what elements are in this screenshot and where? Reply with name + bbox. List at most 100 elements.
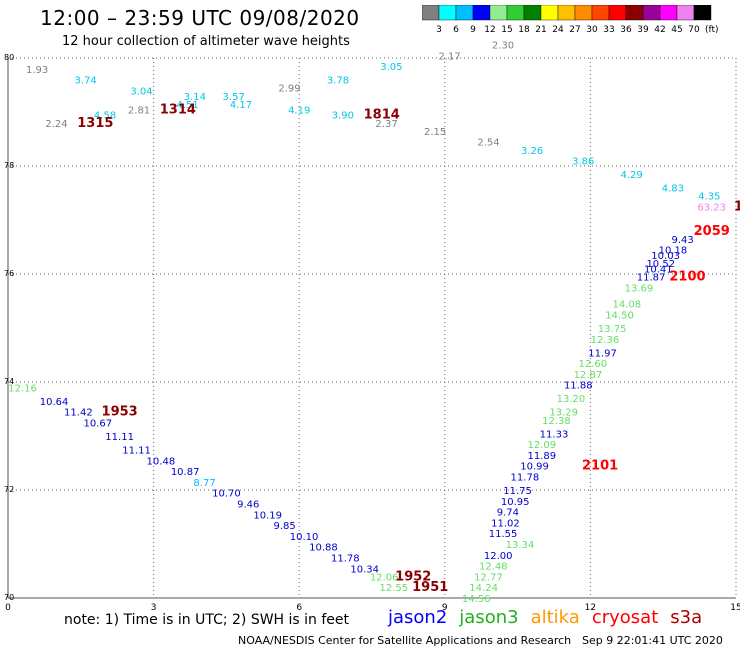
wave-height-label: 11.97 [588,348,617,359]
wave-height-chart: 0 3 6 9 12 15 70 72 74 76 78 80 1.93 3.74 3.04 3.144.51… [4,41,740,611]
colorbar-tick-label: 6 [453,25,459,35]
wave-height-label: 2.30 [492,41,514,52]
x-tick-label: 12 [585,603,596,610]
wave-height-label: 4.29 [621,170,643,181]
wave-height-label: 13.20 [557,394,586,405]
wave-height-label: 11.11 [122,446,151,457]
wave-height-label: 2.15 [424,127,446,138]
y-tick-label: 76 [4,269,14,278]
wave-height-label: 12.16 [8,383,37,394]
color-scale-bar: 3 6 9 12 15 18 21 24 27 30 33 36 39 42 45 70 (ft) [422,5,719,35]
wave-height-label: 11.42 [64,408,93,419]
wave-height-label: 4.17 [230,100,252,111]
pass-time-label: 1814 [364,108,400,123]
wave-height-label: 10.87 [171,467,200,478]
colorbar-tick-label: 18 [518,25,530,35]
wave-height-label: 11.78 [331,554,360,565]
wave-height-label: 12.48 [479,562,508,573]
wave-height-label: 11.87 [637,273,666,284]
colorbar-unit-label: (ft) [705,25,719,35]
legend-item-altika: altika [530,607,580,628]
wave-height-label: 3.04 [130,86,152,97]
colorbar-tick-label: 9 [470,25,476,35]
footer-note: note: 1) Time is in UTC; 2) SWH is in fe… [64,612,350,628]
wave-height-label: 12.55 [380,583,409,594]
wave-height-label: 11.88 [564,381,593,392]
colorbar-swatch [693,5,712,21]
wave-height-label: 14.56 [462,594,491,605]
wave-height-label: 8.77 [193,478,215,489]
wave-height-label: 2.81 [128,105,150,116]
colorbar-tick-label: 30 [586,25,598,35]
wave-height-label: 10.41 [644,265,673,276]
wave-height-label: 14.50 [605,311,634,322]
wave-height-label: 10.03 [651,251,680,262]
wave-height-label: 11.75 [503,486,532,497]
wave-height-label: 10.70 [212,489,241,500]
y-tick-label: 72 [4,485,14,494]
wave-height-label: 10.67 [83,419,112,430]
wave-height-label: 4.83 [662,184,684,195]
pass-time-label: 1314 [160,102,196,117]
wave-height-label: 10.48 [147,456,176,467]
pass-time-label: 2100 [669,270,705,285]
colorbar-tick-label: 27 [569,25,580,35]
wave-height-label: 1.93 [26,65,48,76]
x-tick-label: 15 [730,603,740,610]
legend-item-jason2: jason2 [388,607,448,628]
wave-height-label: 3.74 [75,76,97,87]
wave-height-label: 10.34 [350,564,379,575]
x-tick-label: 3 [151,603,157,610]
wave-height-label: 12.36 [591,335,620,346]
wave-height-label: 4.51 [176,100,198,111]
pass-time-label: 2059 [694,224,730,239]
wave-height-label: 3.57 [223,92,245,103]
wave-height-label: 9.43 [671,235,693,246]
wave-height-label: 3.78 [327,76,349,87]
legend-item-s3a: s3a [670,607,703,628]
wave-height-label: 11.11 [105,432,134,443]
x-tick-label: 9 [442,603,448,610]
y-tick-label: 74 [4,377,14,386]
wave-height-label: 2.24 [45,119,67,130]
pass-time-label: 1953 [102,405,138,420]
wave-height-label: 3.86 [572,157,594,168]
wave-height-label: 4.35 [698,192,720,203]
pass-time-label: 1315 [77,116,113,131]
page-title: 12:00 – 23:59 UTC 09/08/2020 [40,6,360,30]
wave-height-label: 9.85 [274,521,296,532]
wave-height-label: 14.08 [612,300,641,311]
pass-time-label: 1 [734,200,740,215]
colorbar-tick-label: 15 [501,25,512,35]
wave-height-label: 12.06 [370,572,399,583]
colorbar-tick-label: 33 [603,25,614,35]
y-tick-label: 80 [4,53,14,62]
wave-height-label: 10.88 [309,543,338,554]
legend-item-jason3: jason3 [459,607,519,628]
colorbar-tick-label: 36 [620,25,632,35]
wave-height-label: 10.18 [659,246,688,257]
wave-height-label: 13.69 [625,284,654,295]
wave-height-label: 10.95 [501,497,530,508]
page-subtitle: 12 hour collection of altimeter wave hei… [62,34,350,49]
wave-height-label: 13.34 [506,540,535,551]
wave-height-label: 11.02 [491,518,520,529]
wave-height-label: 12.00 [484,551,513,562]
colorbar-tick-label: 21 [535,25,546,35]
y-tick-label: 78 [4,161,14,170]
x-tick-label: 0 [5,603,11,610]
wave-height-label: 11.33 [540,429,569,440]
pass-time-label: 1951 [412,580,448,595]
colorbar-tick-label: 45 [671,25,682,35]
wave-height-label: 2.99 [278,84,300,95]
wave-height-label: 3.14 [184,92,206,103]
pass-time-label: 2101 [582,459,618,474]
wave-height-label: 2.37 [375,119,397,130]
wave-height-label: 12.77 [474,572,503,583]
credit-text: NOAA/NESDIS Center for Satellite Applica… [238,634,572,647]
wave-height-label: 10.64 [40,397,69,408]
wave-height-label: 10.99 [520,462,549,473]
wave-height-label: 63.23 [697,203,726,214]
colorbar-tick-label: 42 [654,25,665,35]
wave-height-label: 2.17 [439,51,461,62]
